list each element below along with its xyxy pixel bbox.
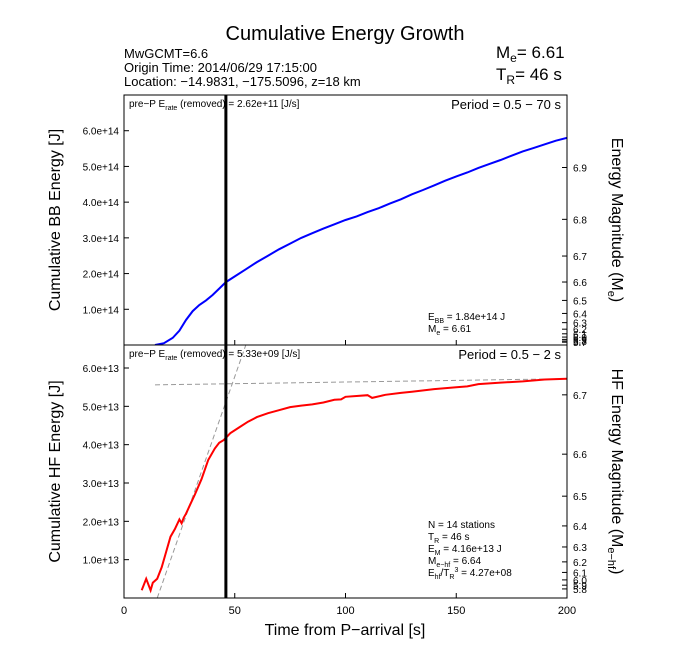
y-tick-label-bb: 1.0e+14 (83, 305, 120, 316)
right-tick-label-bb: 6.8 (573, 215, 587, 226)
y-tick-label-bb: 5.0e+14 (83, 162, 120, 173)
right-tick-label-bb: 6.5 (573, 296, 587, 307)
x-axis-label: Time from P−arrival [s] (265, 622, 426, 639)
right-tick-label-hf: 6.2 (573, 558, 587, 569)
y-axis-label-hf: Cumulative HF Energy [J] (47, 380, 64, 562)
right-tick-label-bb: 6.2 (573, 325, 587, 336)
tr-readout: TR= 46 s (496, 65, 562, 87)
x-tick-label: 100 (336, 605, 354, 617)
right-tick-label-bb: 6.6 (573, 278, 587, 289)
right-tick-label-bb: 5.7 (573, 338, 587, 349)
series-line-hf-0 (140, 377, 567, 594)
pre-p-note-hf: pre−P Erate (removed) = 5.33e+09 [J/s] (129, 349, 300, 362)
right-tick-label-bb: 6.9 (573, 164, 587, 175)
period-label-hf: Period = 0.5 − 2 s (458, 347, 561, 362)
right-tick-label-hf: 6.0 (573, 576, 587, 587)
right-tick-label-bb: 6.4 (573, 309, 587, 320)
y-tick-label-hf: 3.0e+13 (83, 479, 120, 490)
info-line-hf: TR = 46 s (428, 532, 469, 545)
x-tick-label: 200 (558, 605, 576, 617)
y-tick-label-bb: 4.0e+14 (83, 198, 120, 209)
chart-panels: 1.0e+14 2.0e+14 3.0e+14 4.0e+14 5.0e+14 6.0e+… (47, 94, 625, 599)
right-tick-label-hf: 6.6 (573, 450, 587, 461)
right-tick-label-bb: 6.1 (573, 330, 587, 341)
info-line-hf: Ehf/TR3 = 4.27e+08 (428, 567, 512, 581)
right-tick-label-hf: 6.5 (573, 492, 587, 503)
pre-p-note-bb: pre−P Erate (removed) = 2.62e+11 [J/s] (129, 99, 300, 112)
y-tick-label-hf: 5.0e+13 (83, 402, 120, 413)
y-axis-right-label-bb: Energy Magnitude (Me) (605, 138, 625, 302)
y-tick-label-hf: 6.0e+13 (83, 364, 120, 375)
y-tick-label-hf: 2.0e+13 (83, 517, 120, 528)
y-tick-label-hf: 4.0e+13 (83, 441, 120, 452)
right-tick-label-bb: 6.3 (573, 319, 587, 330)
me-readout: Me= 6.61 (496, 43, 565, 65)
info-line-hf: Me−hf = 6.64 (428, 556, 481, 569)
info-line-hf: N = 14 stations (428, 520, 495, 531)
right-tick-label-hf: 6.4 (573, 522, 587, 533)
right-tick-label-hf: 6.7 (573, 391, 587, 402)
y-tick-label-bb: 3.0e+14 (83, 234, 120, 245)
x-tick-label: 150 (447, 605, 465, 617)
info-line-bb: Me = 6.61 (428, 324, 472, 337)
x-tick-label: 0 (121, 605, 127, 617)
right-tick-label-bb: 5.8 (573, 337, 587, 348)
y-axis-label-bb: Cumulative BB Energy [J] (47, 129, 64, 311)
right-tick-label-hf: 6.1 (573, 568, 587, 579)
right-tick-label-hf: 5.8 (573, 585, 587, 596)
chart-title: Cumulative Energy Growth (226, 23, 465, 45)
y-tick-label-hf: 1.0e+13 (83, 556, 120, 567)
right-tick-label-hf: 6.3 (573, 543, 587, 554)
y-axis-right-label-hf: HF Energy Magnitude (Me−hf) (605, 369, 625, 575)
x-tick-label: 50 (229, 605, 241, 617)
info-line-bb: EBB = 1.84e+14 J (428, 312, 505, 325)
guide-line-hf-1 (156, 345, 247, 598)
panel-hf: 1.0e+13 2.0e+13 3.0e+13 4.0e+13 5.0e+13 6.0e+… (47, 344, 625, 599)
right-tick-label-bb: 6.0 (573, 333, 587, 344)
right-tick-label-bb: 5.9 (573, 335, 587, 346)
y-tick-label-bb: 6.0e+14 (83, 127, 120, 138)
panel-bb: 1.0e+14 2.0e+14 3.0e+14 4.0e+14 5.0e+14 6.0e+… (47, 94, 625, 349)
period-label-bb: Period = 0.5 − 70 s (451, 97, 561, 112)
right-tick-label-hf: 5.9 (573, 581, 587, 592)
x-axis: 0 50 100 150 200 (121, 340, 576, 617)
info-line-hf: EM = 4.16e+13 J (428, 544, 502, 557)
origin-time: Origin Time: 2014/06/29 17:15:00 (124, 60, 317, 75)
event-source: MwGCMT=6.6 (124, 46, 208, 61)
event-location: Location: −14.9831, −175.5096, z=18 km (124, 74, 361, 89)
guide-line-hf-0 (155, 378, 567, 386)
y-tick-label-bb: 2.0e+14 (83, 270, 120, 281)
right-tick-label-bb: 6.7 (573, 252, 587, 263)
series-line-bb-0 (154, 136, 567, 345)
